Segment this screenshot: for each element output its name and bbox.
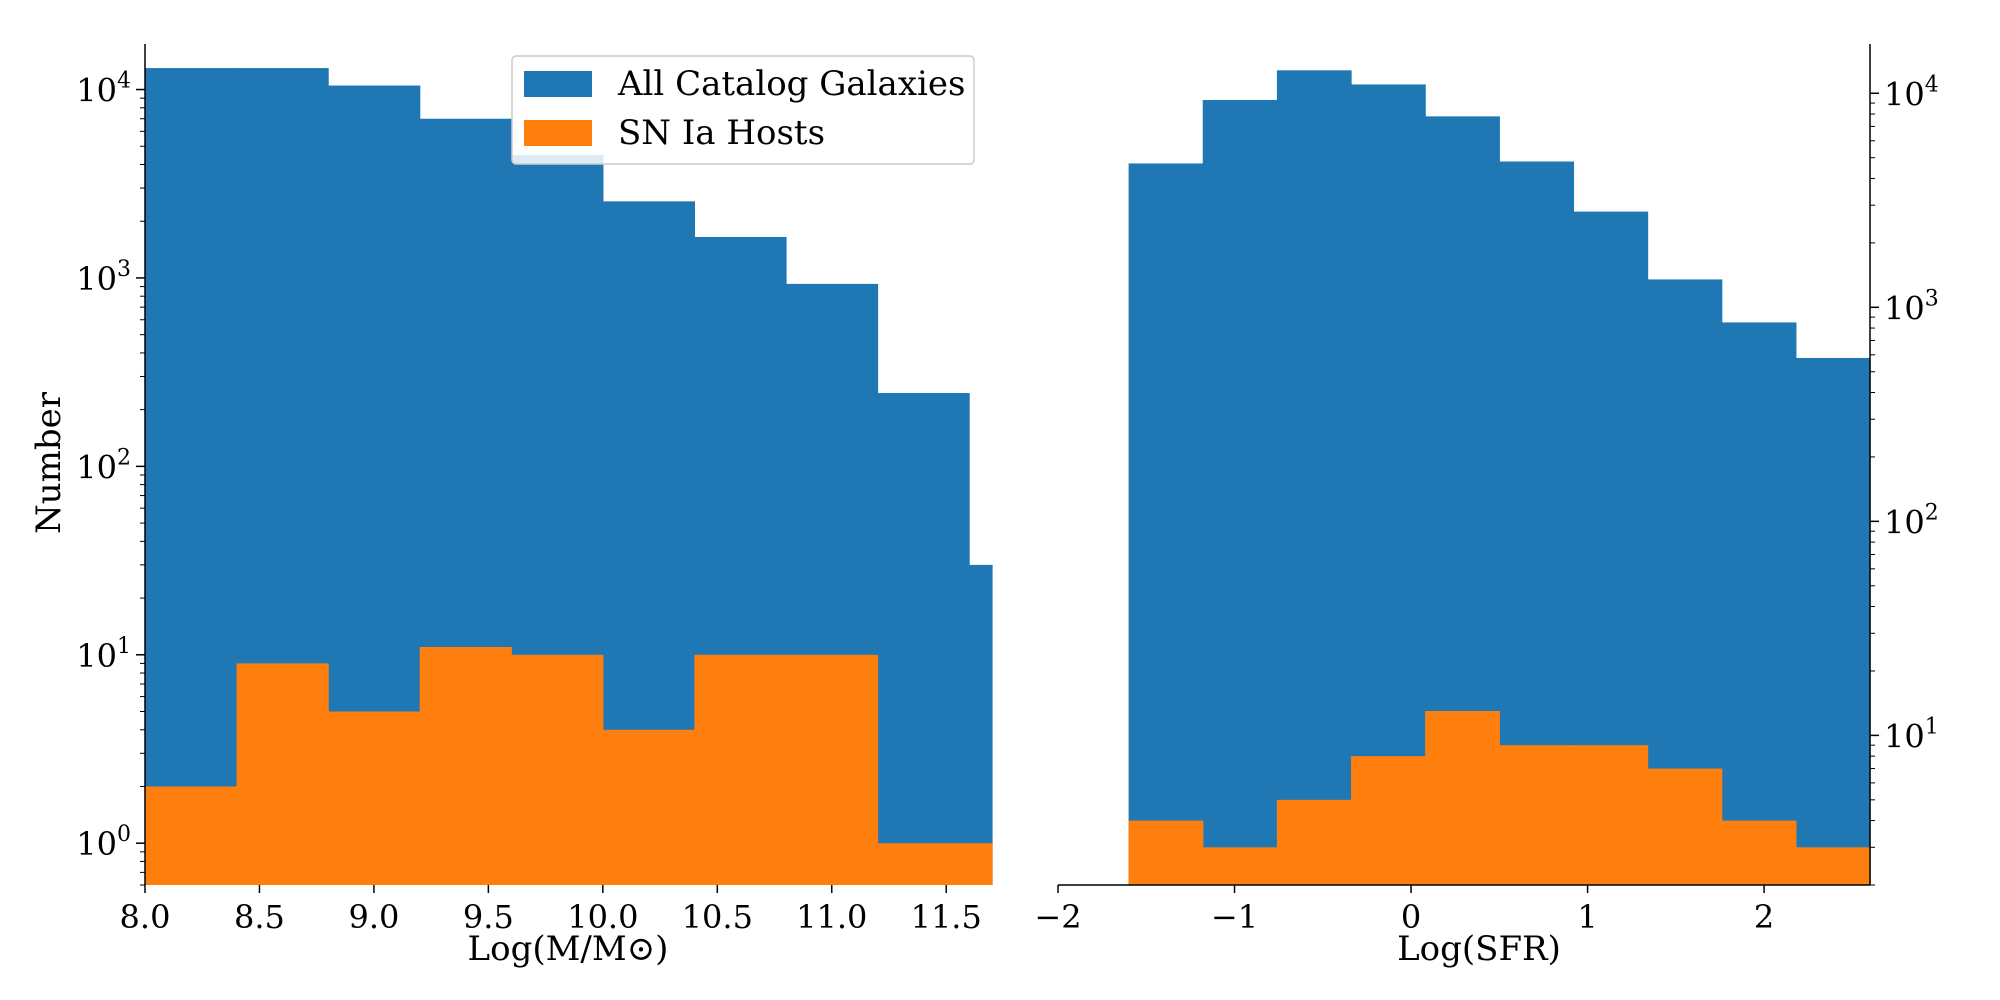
mass-bar-sn-ia-hosts-4	[511, 654, 604, 885]
mass-bar-sn-ia-hosts-1	[236, 663, 329, 885]
sfr-axes: −2 −1 0 1 2 101 102 103 104	[1034, 44, 1939, 936]
mass-x-tick-label-2: 9.0	[348, 898, 399, 936]
legend-label-sn-ia-hosts: SN Ia Hosts	[618, 113, 825, 153]
legend-swatch-all-catalog-galaxies	[524, 71, 592, 97]
mass-x-tick-label-1: 8.5	[234, 898, 285, 936]
mass-bar-sn-ia-hosts-9	[969, 843, 993, 885]
mass-bar-all-catalog-galaxies-9	[969, 564, 993, 885]
mass-bar-sn-ia-hosts-5	[602, 729, 696, 885]
mass-x-axis-label: Log(M/M⊙)	[468, 929, 669, 969]
sfr-x-tick-label-2: 0	[1401, 898, 1421, 936]
legend-swatch-sn-ia-hosts	[524, 120, 592, 146]
mass-axes: 8.0 8.5 9.0 9.5 10.0 10.5 11.0 11.5 100 101 102 103…	[76, 44, 982, 936]
mass-bar-all-catalog-galaxies-8	[877, 393, 970, 885]
sfr-bar-all-catalog-galaxies-9	[1795, 357, 1871, 885]
mass-bar-sn-ia-hosts-2	[328, 711, 421, 885]
sfr-bar-sn-ia-hosts-8	[1721, 820, 1797, 885]
mass-x-tick-label-6: 11.0	[796, 898, 867, 936]
sfr-bar-sn-ia-hosts-5	[1499, 745, 1575, 885]
sfr-bar-all-catalog-galaxies-8	[1721, 322, 1797, 885]
sfr-y-tick-label-2: 103	[1884, 286, 1939, 327]
sfr-y-tick-label-0: 101	[1884, 714, 1939, 755]
mass-bar-sn-ia-hosts-0	[145, 786, 238, 885]
sfr-bar-all-catalog-galaxies-0	[1128, 163, 1204, 885]
mass-y-tick-label-0: 100	[76, 822, 131, 863]
sfr-x-axis-label: Log(SFR)	[1397, 929, 1561, 969]
mass-bar-all-catalog-galaxies-0	[145, 68, 238, 885]
mass-bar-sn-ia-hosts-3	[419, 646, 512, 885]
mass-y-tick-label-1: 101	[76, 634, 131, 675]
mass-bar-sn-ia-hosts-6	[694, 654, 787, 885]
sfr-bar-sn-ia-hosts-3	[1351, 756, 1426, 885]
legend-frame	[511, 55, 975, 165]
mass-bar-sn-ia-hosts-8	[877, 843, 970, 885]
mass-y-tick-label-2: 102	[76, 445, 131, 486]
mass-x-tick-label-3: 9.5	[463, 898, 514, 936]
sfr-bar-all-catalog-galaxies-2	[1276, 70, 1352, 885]
sfr-x-tick-label-1: −1	[1211, 898, 1258, 936]
sfr-bars	[1128, 70, 1871, 886]
mass-x-tick-label-5: 10.5	[682, 898, 753, 936]
mass-bar-sn-ia-hosts-7	[785, 654, 879, 885]
mass-x-tick-label-0: 8.0	[120, 898, 171, 936]
mass-histogram-panel: 8.0 8.5 9.0 9.5 10.0 10.5 11.0 11.5 100 101 102 103…	[29, 44, 993, 969]
sfr-bar-sn-ia-hosts-4	[1425, 711, 1500, 885]
mass-bars	[145, 68, 993, 886]
legend-label-all-catalog-galaxies: All Catalog Galaxies	[617, 64, 965, 104]
mass-x-tick-label-4: 10.0	[567, 898, 638, 936]
sfr-x-tick-label-3: 1	[1577, 898, 1597, 936]
sfr-x-tick-label-4: 2	[1754, 898, 1774, 936]
sfr-bar-sn-ia-hosts-1	[1202, 847, 1278, 885]
mass-x-tick-label-7: 11.5	[911, 898, 982, 936]
sfr-histogram-panel: −2 −1 0 1 2 101 102 103 104 Log(SFR)	[1034, 44, 1939, 969]
sfr-bar-sn-ia-hosts-7	[1647, 768, 1723, 885]
sfr-bar-sn-ia-hosts-9	[1795, 847, 1871, 885]
sfr-bar-sn-ia-hosts-6	[1573, 745, 1649, 885]
mass-y-tick-label-3: 103	[76, 257, 131, 298]
legend: All Catalog Galaxies SN Ia Hosts	[511, 55, 975, 165]
sfr-bar-all-catalog-galaxies-3	[1351, 84, 1426, 886]
sfr-y-tick-label-3: 104	[1884, 72, 1939, 113]
mass-y-tick-label-4: 104	[76, 69, 131, 110]
sfr-bar-sn-ia-hosts-0	[1128, 820, 1204, 885]
sfr-bar-sn-ia-hosts-2	[1276, 799, 1352, 885]
sfr-x-tick-label-0: −2	[1034, 898, 1081, 936]
sfr-y-tick-label-1: 102	[1884, 500, 1939, 541]
sfr-bar-all-catalog-galaxies-1	[1202, 100, 1278, 885]
mass-y-axis-label: Number	[29, 391, 69, 534]
